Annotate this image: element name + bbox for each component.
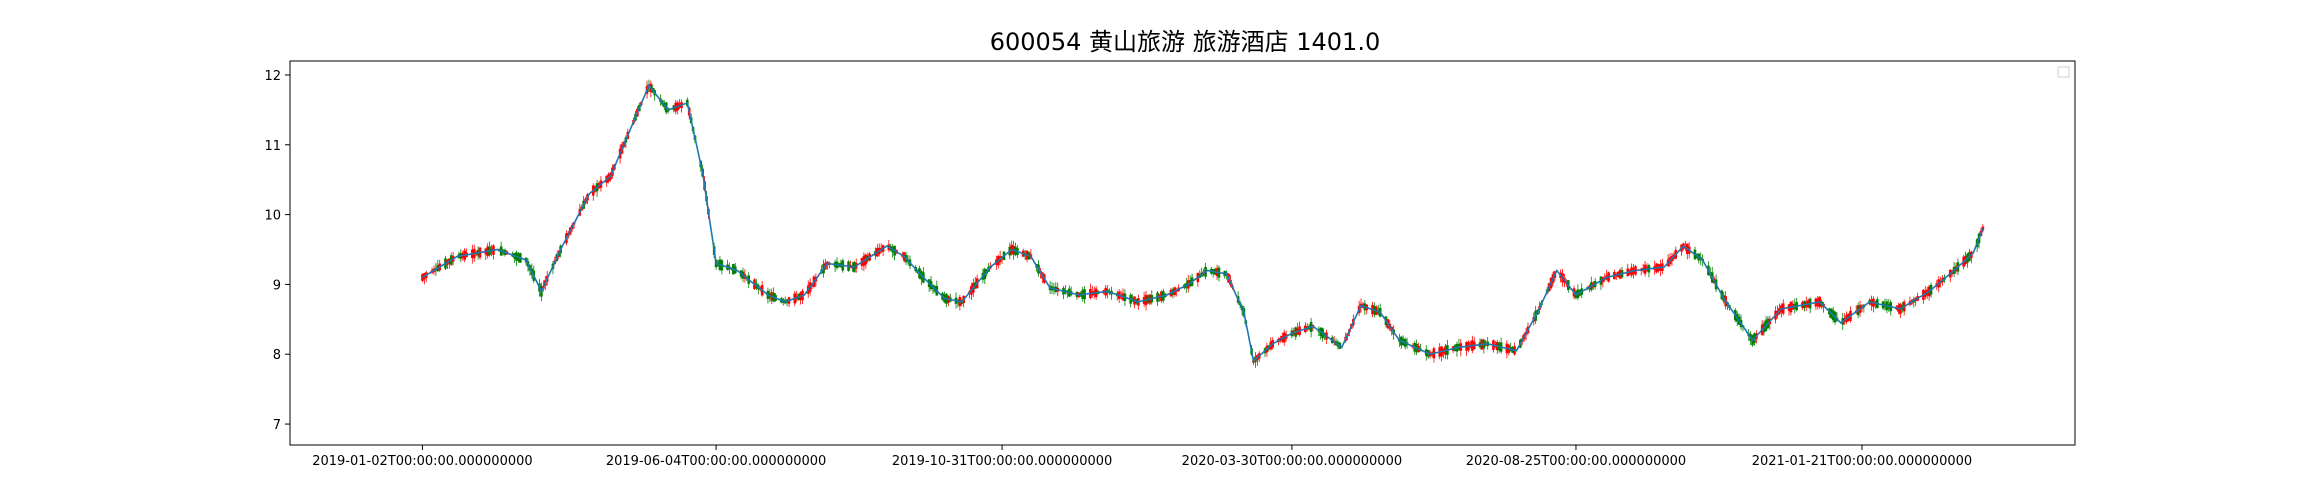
y-tick-label: 11 bbox=[264, 139, 281, 154]
legend-box bbox=[2057, 66, 2070, 78]
y-tick-label: 7 bbox=[273, 418, 281, 433]
plot-frame bbox=[289, 60, 2076, 446]
x-tick-label: 2019-06-04T00:00:00.000000000 bbox=[606, 454, 826, 469]
x-tick-label: 2020-08-25T00:00:00.000000000 bbox=[1466, 454, 1686, 469]
y-tick-label: 10 bbox=[264, 209, 281, 224]
chart-title: 600054 黄山旅游 旅游酒店 1401.0 bbox=[990, 28, 1380, 56]
y-tick-label: 9 bbox=[273, 278, 281, 293]
y-tick-label: 8 bbox=[273, 348, 281, 363]
y-axis: 7 8 9 10 11 12 bbox=[264, 69, 290, 433]
y-tick-label: 12 bbox=[264, 69, 281, 84]
x-tick-label: 2021-01-21T00:00:00.000000000 bbox=[1752, 454, 1972, 469]
candle-body bbox=[1981, 226, 1985, 231]
x-tick-label: 2019-10-31T00:00:00.000000000 bbox=[892, 454, 1112, 469]
plot-marks bbox=[421, 79, 1985, 368]
x-tick-label: 2020-03-30T00:00:00.000000000 bbox=[1182, 454, 1402, 469]
close-price-line bbox=[422, 83, 1984, 363]
x-tick-label: 2019-01-02T00:00:00.000000000 bbox=[312, 454, 532, 469]
x-axis: 2019-01-02T00:00:00.000000000 2019-06-04T… bbox=[312, 445, 1972, 469]
